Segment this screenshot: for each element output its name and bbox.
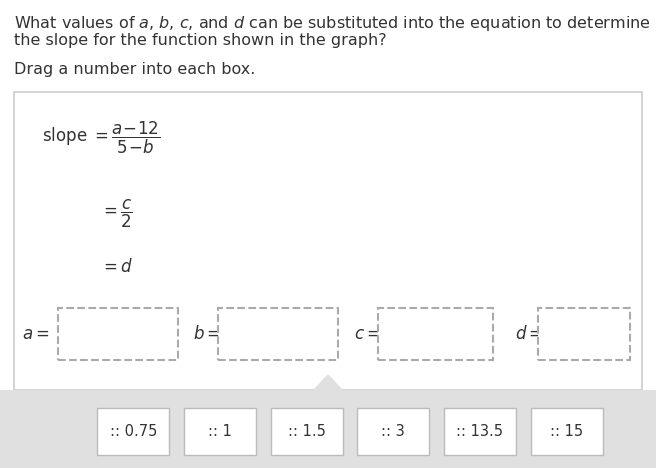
Text: What values of $a$, $b$, $c$, and $d$ can be substituted into the equation to de: What values of $a$, $b$, $c$, and $d$ ca…: [14, 14, 651, 33]
Text: :: 15: :: 15: [550, 424, 583, 439]
Bar: [531, 408, 603, 455]
Text: $d =$: $d =$: [515, 325, 543, 343]
Text: $a =$: $a =$: [22, 325, 50, 343]
Bar: [58, 308, 178, 360]
Bar: [0, 390, 656, 468]
Bar: [218, 308, 338, 360]
Bar: [358, 408, 429, 455]
Bar: [184, 408, 256, 455]
Text: the slope for the function shown in the graph?: the slope for the function shown in the …: [14, 33, 386, 48]
Text: $b =$: $b =$: [193, 325, 221, 343]
Text: $c =$: $c =$: [354, 325, 380, 343]
Bar: [14, 92, 642, 390]
Bar: [97, 408, 169, 455]
Bar: [378, 308, 493, 360]
Text: :: 0.75: :: 0.75: [110, 424, 157, 439]
Text: :: 1: :: 1: [208, 424, 232, 439]
Polygon shape: [314, 375, 342, 390]
Bar: [444, 408, 516, 455]
Text: $= d$: $= d$: [100, 258, 133, 276]
Bar: [538, 308, 630, 360]
Text: :: 13.5: :: 13.5: [457, 424, 504, 439]
Text: :: 1.5: :: 1.5: [288, 424, 325, 439]
Bar: [271, 408, 342, 455]
Text: Drag a number into each box.: Drag a number into each box.: [14, 62, 255, 77]
Text: :: 3: :: 3: [381, 424, 405, 439]
Text: slope $= \dfrac{a\!-\!12}{5\!-\!b}$: slope $= \dfrac{a\!-\!12}{5\!-\!b}$: [42, 120, 160, 156]
Text: $= \dfrac{c}{2}$: $= \dfrac{c}{2}$: [100, 198, 133, 230]
